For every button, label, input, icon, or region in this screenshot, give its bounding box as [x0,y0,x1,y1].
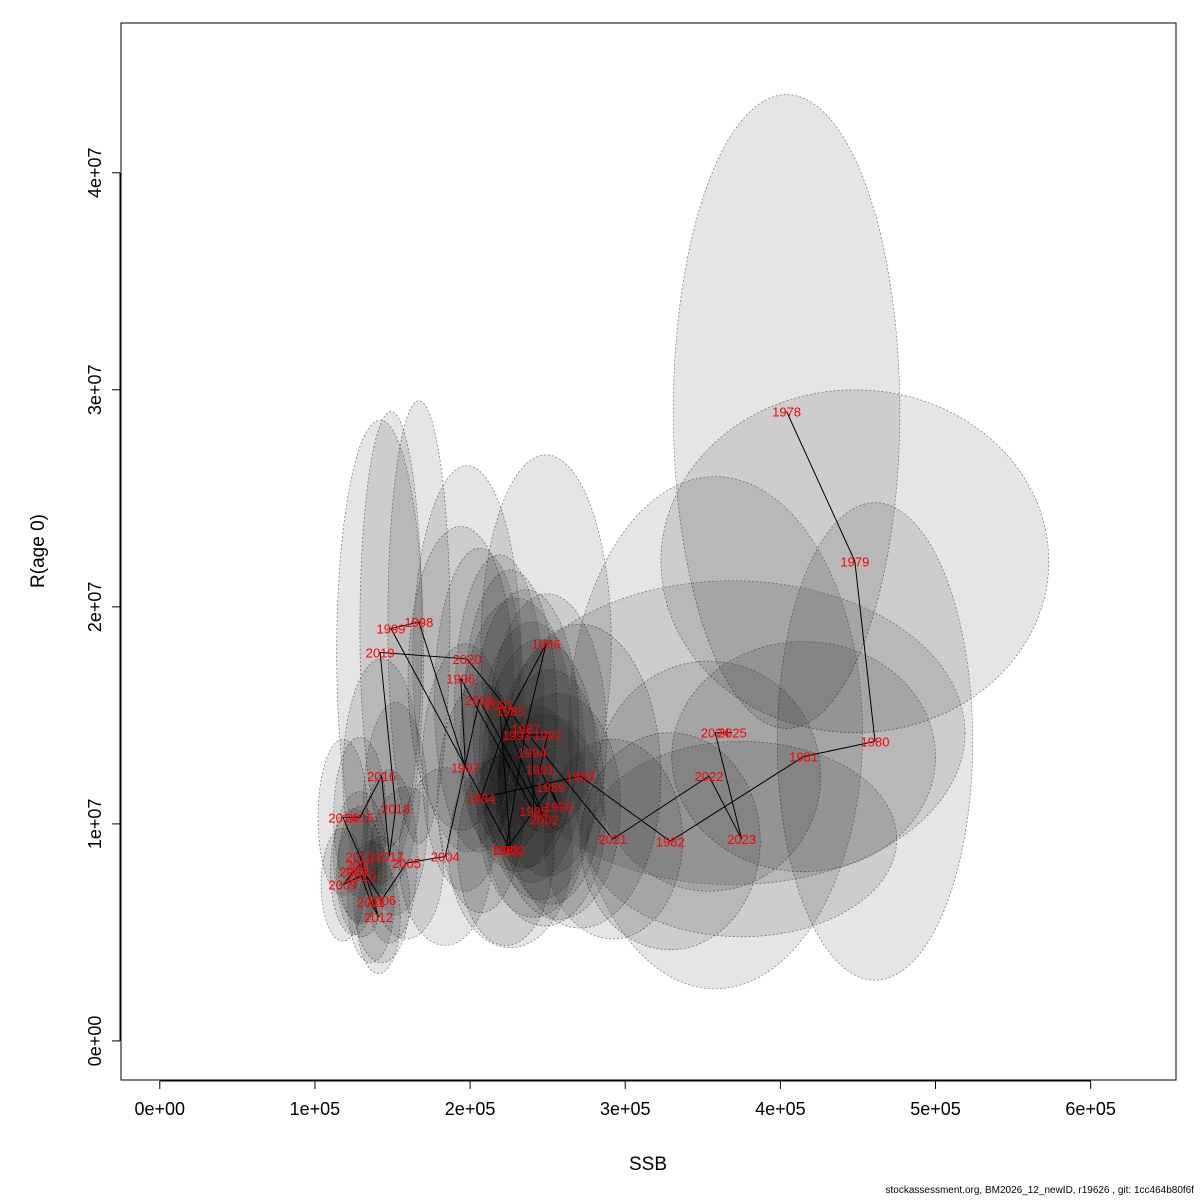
confidence-ellipses [317,94,1050,990]
year-label-2002: 2002 [530,813,559,828]
year-label-1982: 1982 [656,834,685,849]
year-label-1987: 1987 [511,721,540,736]
year-label-2021: 2021 [598,832,627,847]
year-label-2016: 2016 [367,769,396,784]
year-label-2015: 2015 [345,810,374,825]
year-label-2004: 2004 [431,849,460,864]
year-label-2023: 2023 [727,832,756,847]
year-label-1980: 1980 [861,734,890,749]
year-label-2006: 2006 [367,893,396,908]
year-label-1984: 1984 [466,791,495,806]
year-label-2024: 2024 [701,726,730,741]
year-label-1999: 1999 [376,622,405,637]
year-label-2018: 2018 [381,802,410,817]
year-label-1983: 1983 [566,769,595,784]
year-label-2020: 2020 [453,652,482,667]
year-label-2009: 2009 [328,878,357,893]
year-label-2007: 2007 [345,858,374,873]
year-label-1979: 1979 [840,554,869,569]
x-tick-label-0: 0e+00 [135,1099,186,1119]
y-tick-label-1: 1e+07 [85,799,105,850]
year-label-2017: 2017 [375,849,404,864]
x-axis: 0e+00 1e+05 2e+05 3e+05 4e+05 5e+05 6e+05 [135,1080,1116,1119]
year-label-2025: 2025 [718,726,747,741]
year-label-1990: 1990 [544,800,573,815]
year-label-1985: 1985 [496,704,525,719]
year-label-2011: 2011 [357,895,385,910]
year-label-1992: 1992 [533,728,562,743]
year-label-2013: 2013 [345,849,374,864]
year-label-2000: 2000 [496,843,525,858]
year-label-1995: 1995 [519,804,548,819]
year-label-2005: 2005 [392,856,421,871]
year-label-2014: 2014 [328,810,357,825]
year-label-1996: 1996 [446,671,475,686]
year-label-2019: 2019 [366,645,395,660]
x-tick-label-3: 3e+05 [600,1099,651,1119]
year-label-1981: 1981 [789,750,818,765]
year-label-2012: 2012 [364,910,393,925]
year-label-2010: 2010 [347,869,376,884]
year-label-1989: 1989 [536,780,565,795]
year-label-1988: 1988 [491,843,520,858]
y-axis: 0e+00 1e+07 2e+07 3e+07 4e+07 [85,147,121,1067]
year-label-1986: 1986 [532,637,561,652]
year-label-2022: 2022 [695,769,724,784]
x-axis-title: SSB [629,1154,667,1175]
year-label-2008: 2008 [339,865,368,880]
ellipse-1978 [672,94,901,729]
x-tick-label-6: 6e+05 [1065,1099,1116,1119]
x-tick-label-5: 5e+05 [910,1099,961,1119]
y-tick-label-4: 4e+07 [85,147,105,198]
year-label-1978: 1978 [772,405,801,420]
plot-frame [120,22,1177,1081]
y-axis-title: R(age 0) [28,514,49,588]
year-label-2003: 2003 [465,693,494,708]
y-tick-label-2: 2e+07 [85,582,105,633]
y-tick-label-0: 0e+00 [85,1016,105,1067]
x-tick-label-4: 4e+05 [755,1099,806,1119]
year-label-2001: 2001 [485,698,514,713]
y-tick-label-3: 3e+07 [85,365,105,416]
footer-credit: stockassessment.org, BM2026_12_newID, r1… [885,1185,1194,1196]
year-labels: 1978 1979 1980 1981 1982 1983 1984 1985 1986 1987… [328,405,889,926]
stock-recruitment-trajectory [342,411,876,918]
year-label-1993: 1993 [502,728,531,743]
year-label-1994: 1994 [518,745,547,760]
year-label-1991: 1991 [525,763,554,778]
x-tick-label-1: 1e+05 [290,1099,341,1119]
year-label-1998: 1998 [404,615,433,630]
year-label-1997: 1997 [451,760,480,775]
x-tick-label-2: 2e+05 [445,1099,496,1119]
